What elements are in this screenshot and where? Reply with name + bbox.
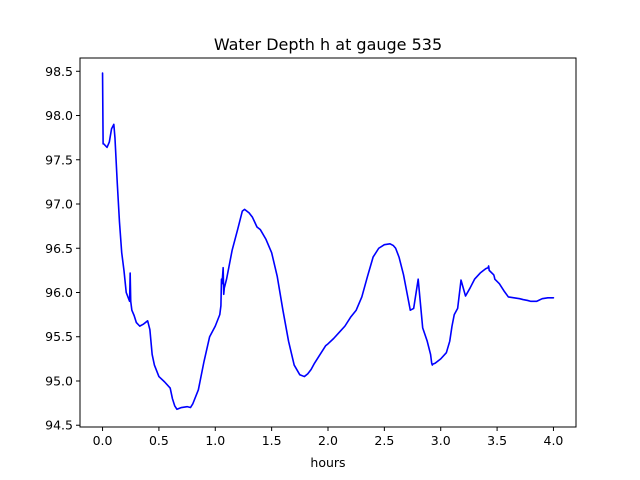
y-axis: 94.5 95.0 95.5 96.0 96.5 97.0 97.5 98.0 98.5: [45, 64, 80, 433]
chart-title: Water Depth h at gauge 535: [214, 35, 442, 54]
x-tick-label: 2.5: [374, 433, 394, 448]
y-tick-label: 97.5: [45, 152, 73, 167]
x-axis-label: hours: [310, 455, 345, 470]
x-tick-label: 3.5: [487, 433, 507, 448]
series-line-0: [101, 72, 555, 411]
x-tick-label: 4.0: [544, 433, 564, 448]
y-tick-label: 96.0: [45, 285, 73, 300]
y-tick-label: 97.0: [45, 197, 73, 212]
x-axis: 0.0 0.5 1.0 1.5 2.0 2.5 3.0 3.5 4.0: [93, 427, 564, 448]
x-tick-label: 3.0: [431, 433, 451, 448]
x-tick-label: 0.5: [149, 433, 169, 448]
x-tick-label: 2.0: [318, 433, 338, 448]
y-tick-label: 95.0: [45, 373, 73, 388]
y-tick-label: 94.5: [45, 418, 73, 433]
y-tick-label: 98.5: [45, 64, 73, 79]
y-tick-label: 96.5: [45, 241, 73, 256]
y-tick-label: 98.0: [45, 108, 73, 123]
y-tick-label: 95.5: [45, 329, 73, 344]
x-tick-label: 1.0: [205, 433, 225, 448]
x-tick-label: 0.0: [93, 433, 113, 448]
x-tick-label: 1.5: [262, 433, 282, 448]
